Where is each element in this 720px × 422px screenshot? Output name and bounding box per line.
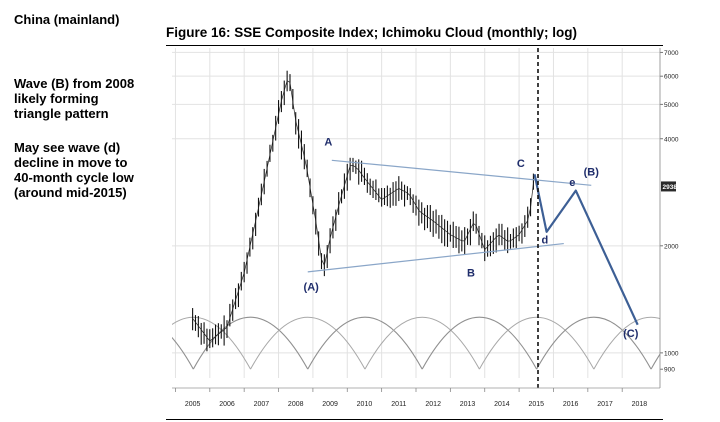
wave-label: C	[517, 158, 525, 170]
x-tick-label: 2009	[322, 401, 338, 408]
x-axis: 2005 2006 2007 2008 2009 2010 2011 2012 2013 2014…	[172, 387, 660, 408]
wave-label: e	[569, 177, 575, 189]
cycle-arc	[421, 316, 538, 370]
x-tick-label: 2008	[288, 401, 304, 408]
x-tick-label: 2007	[254, 401, 270, 408]
x-tick-label: 2006	[219, 401, 235, 408]
x-tick-label: 2017	[597, 401, 613, 408]
x-tick-label: 2014	[494, 401, 510, 408]
cycle-arc	[166, 330, 194, 370]
left-mask	[166, 46, 172, 418]
title-rule	[166, 45, 663, 46]
cycle-arc	[536, 316, 652, 370]
y-tick-label: 2000	[664, 243, 679, 250]
triangle-lower-line	[307, 242, 564, 273]
triangle-upper-line	[331, 159, 592, 186]
y-axis: 7000 6000 5000 4000 2000 1000 900 2938	[659, 48, 679, 388]
sse-chart: 2005 2006 2007 2008 2009 2010 2011 2012 2013 2014…	[166, 46, 680, 418]
annotations: A (A) B Cd e (B) (C)	[304, 136, 639, 339]
cycle-arc	[593, 316, 680, 370]
y-tick-label: 4000	[664, 136, 679, 143]
grid	[172, 48, 660, 378]
cycle-arc	[364, 316, 480, 370]
x-tick-label: 2011	[391, 401, 406, 408]
price-line	[192, 80, 534, 342]
y-tick-label: 900	[664, 367, 675, 374]
y-tick-label: 7000	[664, 50, 679, 57]
region-label: China (mainland)	[14, 12, 120, 27]
wave-label: A	[324, 136, 332, 148]
cycle-arc	[478, 316, 595, 370]
y-tick-label: 5000	[664, 102, 679, 109]
wave-label: (C)	[623, 328, 639, 340]
figure-title: Figure 16: SSE Composite Index; Ichimoku…	[166, 25, 578, 40]
wave-b-note: Wave (B) from 2008 likely forming triang…	[14, 76, 135, 121]
current-value-label: 2938	[663, 184, 678, 191]
cycle-arc	[250, 316, 366, 370]
wave-label: (B)	[584, 167, 600, 179]
current-value-box	[661, 181, 676, 192]
x-tick-label: 2018	[632, 401, 648, 408]
x-tick-label: 2015	[528, 401, 544, 408]
x-tick-label: 2005	[185, 401, 201, 408]
price-series	[192, 70, 534, 352]
wave-label: (A)	[304, 281, 320, 293]
y-tick-label: 1000	[664, 350, 679, 357]
wave-label: B	[467, 267, 475, 279]
wave-d-note: May see wave (d) decline in move to 40-m…	[14, 140, 134, 200]
y-tick-label: 6000	[664, 74, 679, 81]
x-tick-label: 2012	[425, 401, 441, 408]
right-mask	[660, 48, 680, 380]
cycle-arc	[307, 316, 423, 370]
x-tick-label: 2016	[563, 401, 579, 408]
cycle-arc	[166, 316, 251, 370]
x-tick-label: 2013	[460, 401, 476, 408]
wave-projection	[533, 173, 639, 326]
overlays	[307, 48, 639, 388]
x-tick-label: 2010	[357, 401, 373, 408]
bottom-rule	[166, 419, 663, 420]
wave-label: d	[542, 235, 549, 247]
